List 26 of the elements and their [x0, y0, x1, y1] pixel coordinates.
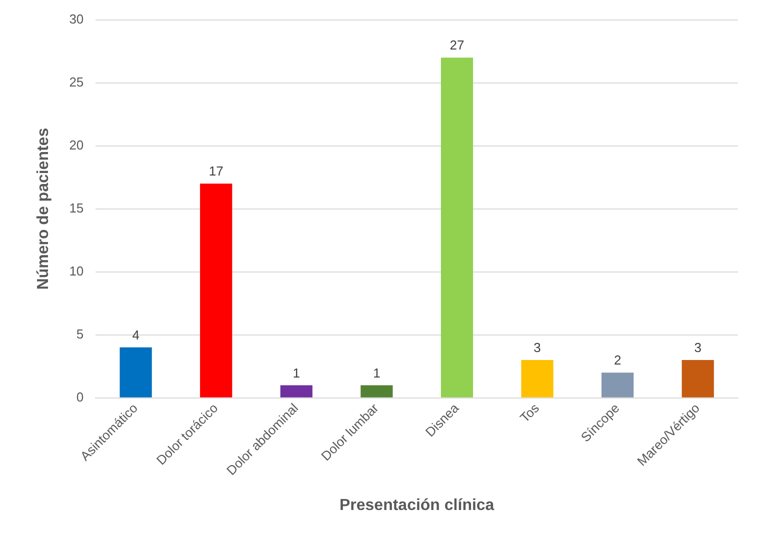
- data-label: 1: [373, 365, 380, 380]
- bar: [682, 360, 714, 398]
- data-label: 3: [534, 340, 541, 356]
- data-label: 4: [132, 328, 140, 343]
- bar: [360, 385, 393, 398]
- bar: [120, 347, 152, 398]
- y-tick-label: 5: [76, 326, 84, 342]
- y-tick-label: 20: [69, 137, 84, 152]
- bar: [200, 184, 232, 398]
- data-label: 27: [450, 38, 464, 53]
- y-tick-label: 15: [69, 200, 84, 216]
- data-label: 2: [614, 352, 622, 368]
- x-axis-title: Presentación clínica: [339, 496, 494, 514]
- data-label: 17: [208, 164, 224, 179]
- bar: [521, 360, 554, 398]
- y-tick-label: 30: [69, 11, 84, 26]
- data-label: 3: [694, 340, 702, 356]
- bar: [440, 58, 474, 398]
- y-tick-label: 0: [76, 389, 84, 404]
- data-label: 1: [292, 365, 300, 380]
- y-tick-label: 25: [69, 74, 84, 90]
- bar: [602, 372, 634, 398]
- x-tick-label: Tos: [517, 400, 542, 426]
- y-tick-label: 10: [69, 263, 84, 278]
- y-axis-title: Número de pacientes: [35, 128, 52, 290]
- bar: [280, 385, 312, 398]
